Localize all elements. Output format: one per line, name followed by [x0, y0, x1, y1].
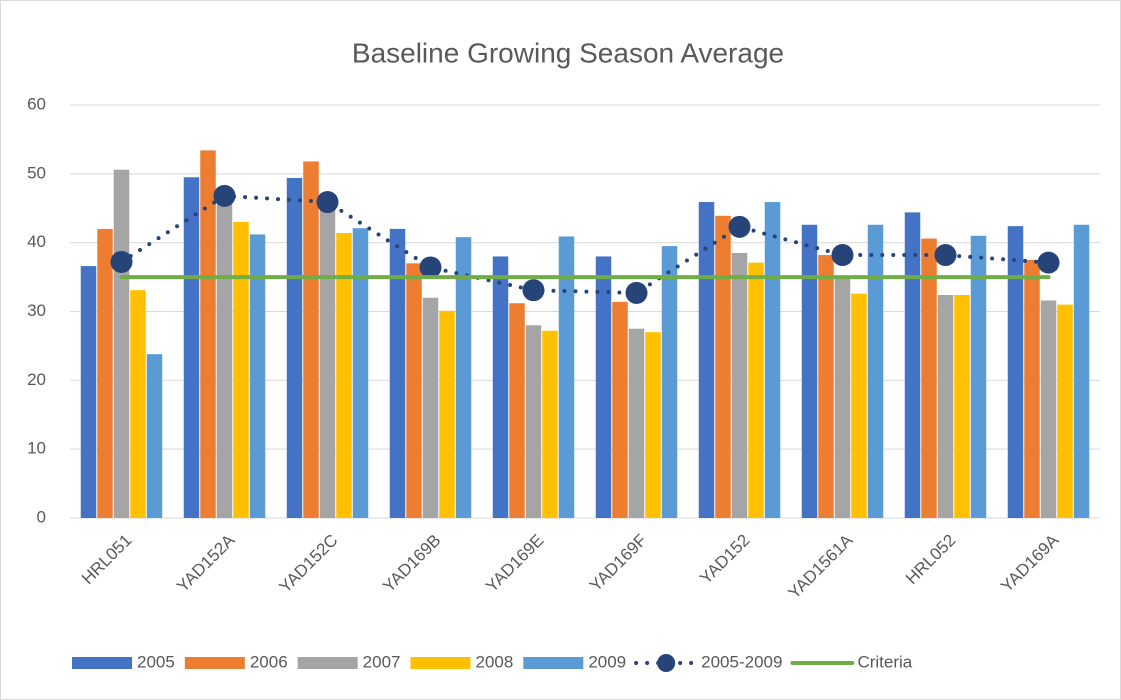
bar [818, 255, 834, 518]
bar [715, 215, 731, 519]
legend-label: 2005 [137, 652, 175, 671]
bar [183, 177, 200, 518]
y-tick-label: 50 [27, 163, 46, 182]
chart-title: Baseline Growing Season Average [352, 37, 784, 68]
bar [509, 303, 525, 518]
legend-swatch [523, 657, 584, 669]
y-tick-label: 30 [27, 301, 46, 320]
bar [851, 293, 867, 518]
bar [80, 266, 97, 518]
bar [867, 224, 884, 518]
bar [612, 301, 628, 518]
bar [628, 328, 645, 518]
legend-label: 2005-2009 [701, 652, 782, 671]
bar [389, 228, 406, 518]
bar [1007, 226, 1024, 518]
marker [1037, 251, 1060, 274]
bar [661, 246, 678, 518]
bar [731, 252, 748, 518]
y-tick-label: 0 [37, 507, 46, 526]
bar [645, 332, 661, 518]
bar [904, 212, 921, 518]
bar [834, 277, 851, 518]
bar [954, 294, 970, 518]
y-tick-label: 20 [27, 370, 46, 389]
bar [406, 263, 422, 518]
bar [97, 228, 113, 518]
line [119, 193, 1051, 295]
bar [1040, 300, 1057, 518]
bar [422, 297, 439, 518]
bar [921, 238, 937, 518]
bar [748, 262, 764, 518]
bar [595, 256, 612, 518]
bar [542, 330, 558, 518]
bar [1073, 224, 1090, 518]
bar [801, 224, 818, 518]
bar [286, 177, 303, 519]
legend-swatch [410, 657, 471, 669]
marker [522, 279, 545, 302]
marker [934, 244, 957, 267]
y-tick-label: 40 [27, 232, 46, 251]
bar [439, 310, 455, 518]
bar [492, 256, 509, 518]
marker [213, 184, 236, 207]
bar [319, 208, 336, 518]
marker [728, 215, 751, 238]
legend-label: 2008 [475, 652, 513, 671]
y-tick-label: 60 [27, 94, 46, 113]
bar [146, 354, 163, 518]
bar [764, 202, 781, 518]
marker [625, 281, 648, 304]
bar [1057, 304, 1073, 518]
bar [303, 161, 319, 518]
marker [316, 191, 339, 214]
bar [1024, 259, 1040, 518]
legend-label: 2009 [588, 652, 626, 671]
bar [558, 236, 575, 518]
bar [352, 228, 369, 518]
legend-label: Criteria [857, 652, 912, 671]
marker [831, 244, 854, 267]
legend-marker [657, 654, 676, 672]
bar [233, 222, 249, 518]
marker [419, 256, 442, 279]
legend-swatch [297, 657, 358, 669]
bar [336, 233, 352, 518]
bar [113, 169, 130, 518]
legend-label: 2006 [250, 652, 288, 671]
bar [200, 150, 216, 518]
bar [970, 235, 987, 519]
y-tick-label: 10 [27, 439, 46, 458]
bar [216, 201, 233, 518]
legend-label: 2007 [363, 652, 401, 671]
legend-swatch [72, 657, 132, 669]
bar [455, 237, 472, 518]
bar [249, 234, 266, 518]
bar [130, 290, 146, 518]
bar [937, 294, 954, 518]
legend-swatch [184, 657, 245, 669]
bar [525, 325, 542, 518]
bar [698, 202, 715, 518]
marker [110, 250, 133, 273]
